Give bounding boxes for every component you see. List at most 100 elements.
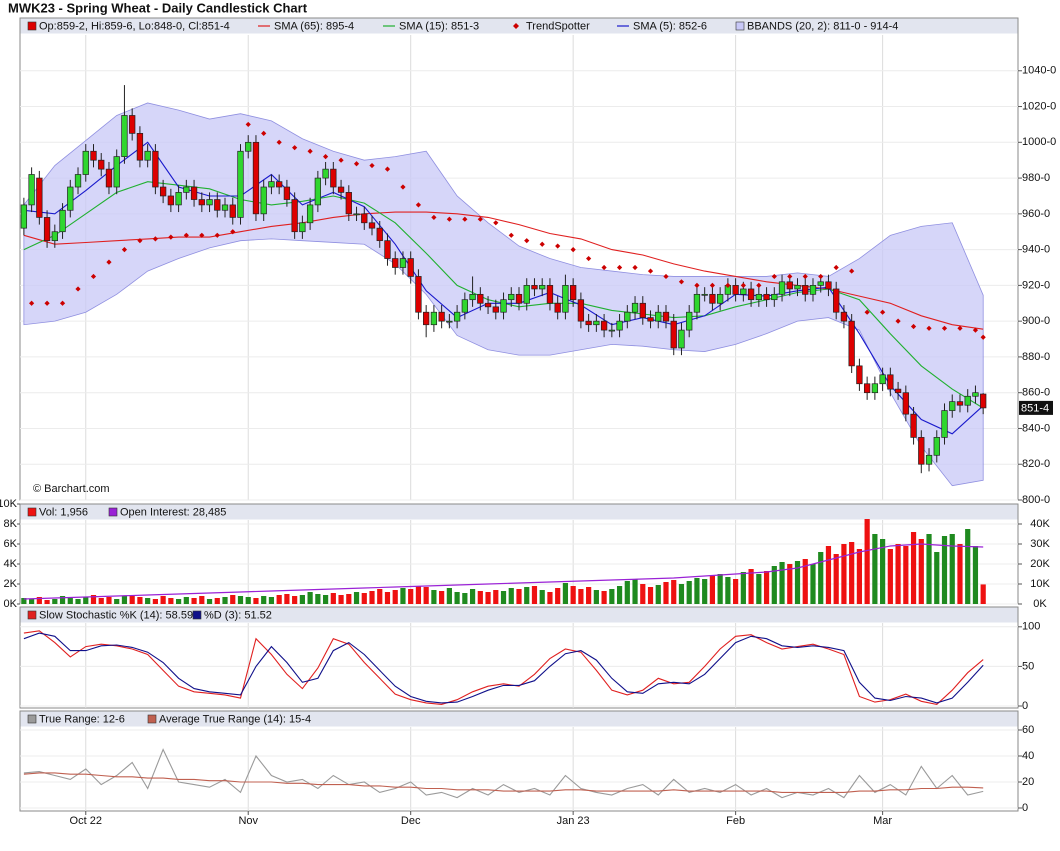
volume-bar — [531, 586, 538, 604]
volume-bar — [338, 595, 344, 604]
candle-body — [322, 168, 329, 179]
candle-body — [600, 320, 608, 331]
volume-bar — [415, 586, 422, 604]
volume-bar — [926, 534, 932, 604]
y-tick-label: 920-0 — [1022, 279, 1050, 291]
candle-body — [802, 285, 809, 295]
volume-bar — [346, 594, 352, 604]
trendspotter-dot — [725, 282, 731, 288]
candle-body — [446, 320, 453, 323]
volume-bar — [624, 581, 630, 604]
volume-bar — [756, 574, 762, 604]
candle-body — [732, 285, 739, 295]
candle-body — [492, 306, 499, 313]
volume-bar — [52, 599, 58, 604]
candle-body — [353, 213, 360, 216]
y-tick-label: 1000-0 — [1022, 136, 1056, 148]
volume-bar — [640, 584, 646, 604]
volume-bar — [361, 593, 367, 604]
y2-tick-label: 10K — [1030, 578, 1050, 590]
trendspotter-dot — [586, 255, 592, 262]
candle-body — [523, 285, 530, 304]
volume-bar — [384, 592, 391, 604]
volume-bar — [36, 597, 42, 604]
volume-bar — [152, 599, 158, 604]
panel-frame — [19, 710, 1019, 812]
candle-body — [778, 281, 786, 295]
legend-swatch — [27, 21, 37, 31]
y-tick-label: 1040-0 — [1022, 65, 1056, 77]
candle-body — [763, 293, 770, 301]
y-tick-label: 0K — [4, 598, 18, 610]
volume-bar — [83, 597, 89, 604]
volume-bar — [446, 588, 452, 604]
trendspotter-dot — [555, 243, 561, 249]
candle-body — [229, 204, 236, 218]
legend-label: True Range: 12-6 — [39, 713, 125, 725]
candle-body — [678, 329, 685, 349]
credit: © Barchart.com — [33, 483, 110, 495]
y-tick-label: 4K — [4, 558, 18, 570]
volume-bar — [702, 579, 708, 604]
legend-strip — [20, 711, 1018, 727]
candle-body — [709, 293, 716, 304]
trendspotter-dot — [75, 286, 81, 292]
volume-bar — [709, 576, 716, 604]
trendspotter-dot — [322, 154, 329, 160]
candle-body — [299, 222, 306, 233]
volume-bar — [493, 590, 499, 604]
candle-body — [647, 317, 654, 322]
volume-bar — [114, 599, 120, 604]
y-tick-label: 840-0 — [1022, 422, 1050, 434]
candle-body — [879, 374, 886, 385]
volume-bar — [98, 598, 104, 604]
trendspotter-dot — [415, 202, 422, 208]
candle-body — [384, 240, 391, 259]
candle-body — [840, 311, 848, 322]
candle-body — [237, 150, 244, 218]
candle-body — [345, 192, 352, 215]
trendspotter-dot — [29, 300, 35, 306]
trendspotter-dot — [802, 273, 808, 280]
volume-bar — [237, 596, 244, 604]
candle-body — [51, 231, 58, 242]
trendspotter-dot — [980, 334, 986, 340]
volume-bar — [740, 572, 746, 604]
volume-bar — [555, 588, 561, 604]
trendspotter-dot — [647, 268, 654, 274]
candle-body — [314, 177, 322, 206]
candle-body — [817, 281, 824, 286]
volume-bar — [485, 592, 491, 604]
candle-body — [190, 186, 198, 200]
trendspotter-dot — [849, 268, 855, 274]
x-tick-label: Jan 23 — [557, 815, 590, 827]
y2-tick-label: 30K — [1030, 538, 1050, 550]
candle-body — [539, 285, 546, 290]
candle-body — [608, 329, 615, 332]
volume-bar — [748, 569, 754, 604]
volume-bar — [849, 542, 855, 604]
volume-bar — [655, 585, 661, 604]
candle-body — [655, 311, 662, 322]
candle-body — [972, 392, 979, 397]
sma-line — [23, 211, 984, 330]
volume-bar — [763, 571, 770, 604]
trendspotter-dot — [44, 300, 50, 306]
volume-bar — [431, 590, 437, 604]
x-tick-label: Mar — [873, 815, 892, 827]
trendspotter-dot — [338, 157, 344, 163]
candle-body — [747, 288, 755, 301]
candle-body — [887, 374, 894, 390]
legend-swatch — [192, 610, 202, 620]
volume-bar — [121, 596, 128, 604]
trendspotter-dot — [493, 220, 499, 226]
trendspotter-dot — [787, 273, 793, 280]
candle-body — [639, 302, 646, 318]
volume-bar — [771, 566, 777, 604]
trendspotter-dot — [895, 318, 901, 324]
y2-tick-label: 0K — [1033, 598, 1047, 610]
trendspotter-dot — [90, 273, 97, 280]
candle-body — [631, 302, 639, 313]
candle-body — [716, 293, 724, 304]
candle-body — [399, 258, 407, 268]
